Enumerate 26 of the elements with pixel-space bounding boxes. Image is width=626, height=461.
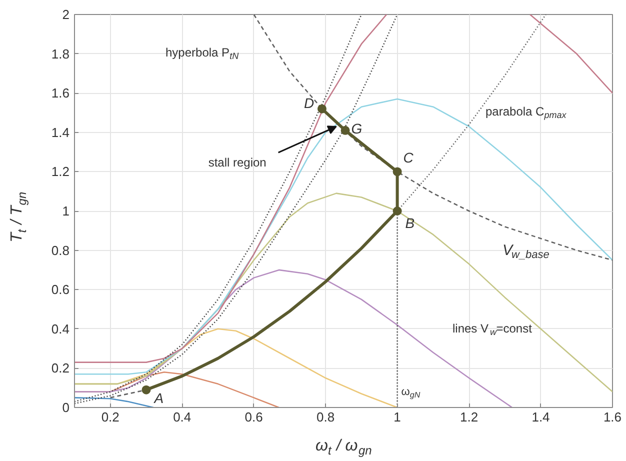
y-tick-label: 0.4 [51,321,70,336]
x-tick-label: 1 [394,410,401,424]
x-tick-label: 1.6 [603,410,622,424]
y-tick-label: 1.8 [51,46,70,62]
x-tick-label: 1.2 [460,410,478,424]
annotation: D [304,94,314,111]
y-tick-label: 0.8 [51,242,70,258]
x-tick-label: 0.2 [101,410,120,424]
x-tick-label: 0.6 [244,410,263,424]
x-tick-label: 1.4 [532,410,550,424]
y-tick-label: 0.2 [51,360,70,376]
y-tick-label: 2 [62,7,70,22]
annotation: G [351,120,362,136]
y-tick-label: 1.2 [51,164,70,180]
x-tick-label: 0.8 [316,410,335,424]
y-tick-label: 1.4 [51,124,70,140]
annotation: C [403,150,414,166]
y-axis-title: Tt / Tgn [8,192,29,242]
y-tick-label: 1 [62,204,70,218]
y-tick-label: 1.6 [51,86,70,101]
annotation: A [153,390,164,406]
annotation: B [405,215,415,231]
y-tick-label: 0.6 [51,282,70,298]
annotation: stall region [208,156,266,170]
x-tick-label: 0.4 [173,410,192,424]
y-tick-label: 0 [62,400,70,415]
